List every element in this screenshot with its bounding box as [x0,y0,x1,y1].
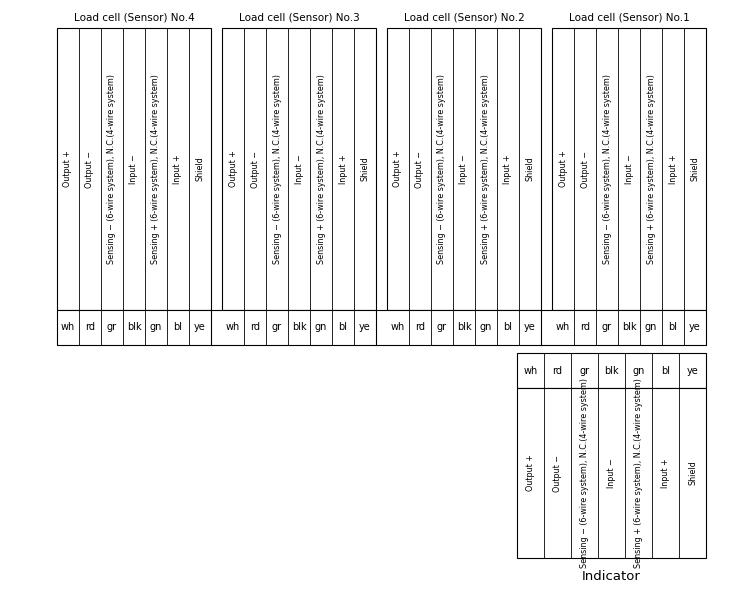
Bar [552,28,706,310]
Text: Output −: Output − [416,151,425,187]
Text: Input +: Input + [504,154,513,184]
Text: bl: bl [174,323,183,332]
Text: Sensing + (6-wire system), N.C.(4-wire system): Sensing + (6-wire system), N.C.(4-wire s… [647,74,656,264]
Text: blk: blk [621,323,636,332]
Text: Load cell (Sensor) No.4: Load cell (Sensor) No.4 [74,13,194,23]
Text: bl: bl [504,323,513,332]
Text: gr: gr [107,323,117,332]
Text: Output −: Output − [86,151,95,187]
Text: Output +: Output + [229,151,238,187]
Text: gn: gn [480,323,492,332]
Text: rd: rd [553,365,562,376]
Text: Input −: Input − [607,458,616,488]
Text: gn: gn [150,323,162,332]
Text: ye: ye [359,323,371,332]
Text: Output −: Output − [553,455,562,491]
Text: Input −: Input − [460,154,469,184]
Text: bl: bl [338,323,347,332]
Text: gn: gn [315,323,327,332]
Text: ye: ye [687,365,698,376]
Text: Input −: Input − [130,154,139,184]
Text: Output +: Output + [559,151,568,187]
Text: Load cell (Sensor) No.3: Load cell (Sensor) No.3 [238,13,359,23]
Text: Output +: Output + [526,455,535,491]
Text: blk: blk [292,323,306,332]
Text: bl: bl [668,323,677,332]
Text: Sensing − (6-wire system), N.C.(4-wire system): Sensing − (6-wire system), N.C.(4-wire s… [580,378,589,568]
Bar [517,388,706,558]
Bar [517,353,706,388]
Text: Input +: Input + [338,154,347,184]
Text: blk: blk [457,323,472,332]
Text: Input −: Input − [624,154,633,184]
Text: Indicator: Indicator [582,570,641,583]
Text: blk: blk [127,323,142,332]
Text: gr: gr [272,323,282,332]
Text: wh: wh [524,365,538,376]
Text: Output +: Output + [393,151,402,187]
Text: ye: ye [689,323,701,332]
Text: Sensing − (6-wire system), N.C.(4-wire system): Sensing − (6-wire system), N.C.(4-wire s… [603,74,612,264]
Text: Sensing + (6-wire system), N.C.(4-wire system): Sensing + (6-wire system), N.C.(4-wire s… [317,74,326,264]
Text: Load cell (Sensor) No.1: Load cell (Sensor) No.1 [568,13,689,23]
Text: blk: blk [604,365,619,376]
Text: wh: wh [391,323,405,332]
Text: gr: gr [602,323,612,332]
Text: rd: rd [580,323,590,332]
Text: Shield: Shield [688,461,697,485]
Text: wh: wh [226,323,240,332]
Text: Shield: Shield [525,157,534,181]
Text: Load cell (Sensor) No.2: Load cell (Sensor) No.2 [404,13,524,23]
Text: gr: gr [437,323,447,332]
Text: Sensing − (6-wire system), N.C.(4-wire system): Sensing − (6-wire system), N.C.(4-wire s… [437,74,446,264]
Text: Shield: Shield [361,157,370,181]
Text: Sensing + (6-wire system), N.C.(4-wire system): Sensing + (6-wire system), N.C.(4-wire s… [151,74,160,264]
Text: Sensing + (6-wire system), N.C.(4-wire system): Sensing + (6-wire system), N.C.(4-wire s… [481,74,490,264]
Text: ye: ye [194,323,206,332]
Text: Input +: Input + [174,154,183,184]
Text: Output −: Output − [580,151,589,187]
Bar [57,28,211,310]
Text: rd: rd [415,323,425,332]
Text: Input −: Input − [294,154,303,184]
Text: Shield: Shield [691,157,700,181]
Text: Output +: Output + [63,151,72,187]
Bar [387,28,541,310]
Bar [57,310,706,345]
Bar [222,28,376,310]
Text: Sensing + (6-wire system), N.C.(4-wire system): Sensing + (6-wire system), N.C.(4-wire s… [634,378,643,568]
Text: gr: gr [580,365,589,376]
Text: Shield: Shield [195,157,204,181]
Text: Sensing − (6-wire system), N.C.(4-wire system): Sensing − (6-wire system), N.C.(4-wire s… [273,74,282,264]
Text: bl: bl [661,365,670,376]
Text: Input +: Input + [668,154,677,184]
Text: gn: gn [645,323,657,332]
Text: ye: ye [524,323,536,332]
Text: gn: gn [633,365,644,376]
Text: wh: wh [556,323,570,332]
Text: rd: rd [85,323,95,332]
Text: Output −: Output − [250,151,259,187]
Text: rd: rd [250,323,260,332]
Text: Input +: Input + [661,458,670,488]
Text: Sensing − (6-wire system), N.C.(4-wire system): Sensing − (6-wire system), N.C.(4-wire s… [107,74,116,264]
Text: wh: wh [61,323,75,332]
